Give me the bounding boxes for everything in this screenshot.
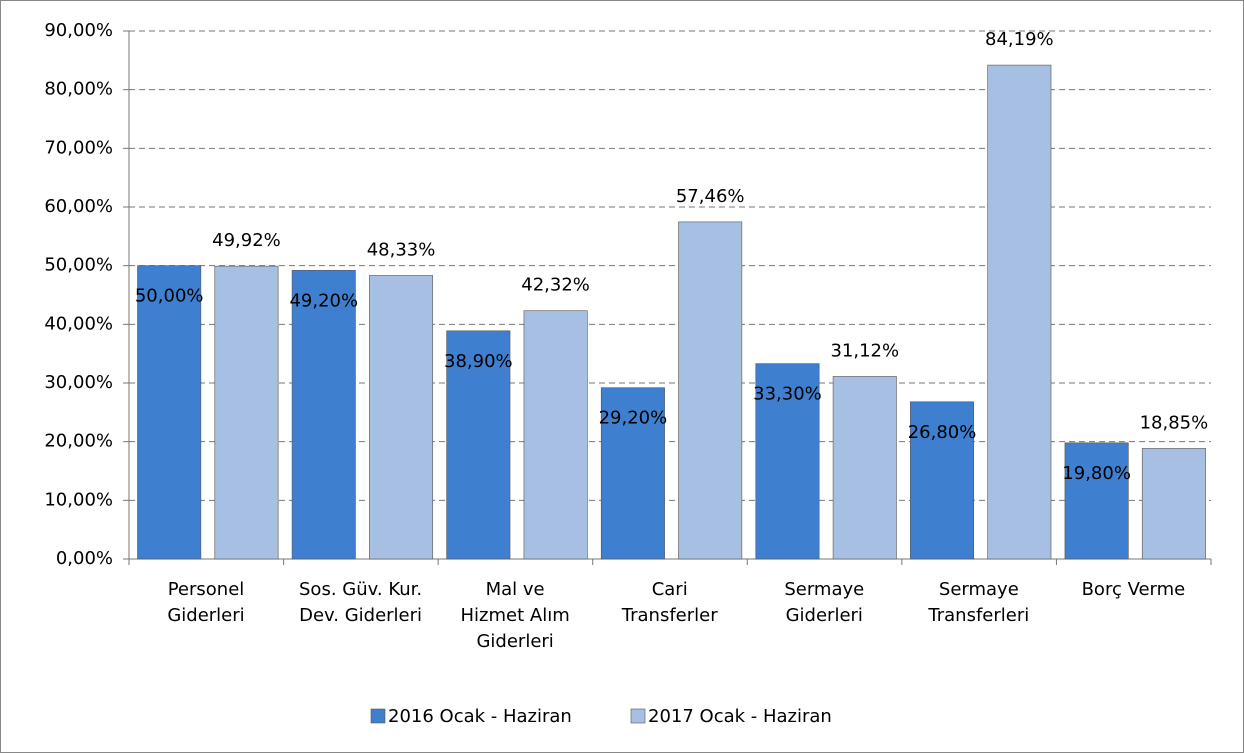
bar: [137, 265, 202, 560]
bar: [987, 64, 1052, 560]
bar: [1141, 448, 1206, 560]
legend-swatch: [630, 708, 646, 724]
y-tick-label: 80,00%: [44, 79, 113, 100]
x-tick-label: Sermaye Giderleri: [784, 579, 865, 626]
bar: [291, 270, 356, 560]
bar: [1064, 442, 1129, 560]
y-tick-label: 0,00%: [56, 548, 113, 569]
x-tick-label: Borç Verme: [1081, 579, 1186, 600]
bar: [369, 275, 434, 560]
data-label: 26,80%: [908, 422, 977, 443]
data-label: 50,00%: [135, 286, 204, 307]
data-label: 18,85%: [1140, 412, 1209, 433]
bar: [600, 387, 665, 560]
y-tick-label: 40,00%: [44, 313, 113, 334]
data-label: 31,12%: [830, 340, 899, 361]
x-tick-label: Personel Giderleri: [167, 579, 245, 626]
bar: [755, 363, 820, 560]
legend-swatch: [370, 708, 386, 724]
y-tick-label: 20,00%: [44, 431, 113, 452]
bar: [832, 376, 897, 560]
legend-label: 2017 Ocak - Haziran: [648, 706, 832, 727]
bar: [446, 330, 511, 560]
y-tick-label: 10,00%: [44, 489, 113, 510]
y-tick-label: 50,00%: [44, 255, 113, 276]
data-label: 29,20%: [599, 408, 668, 429]
data-label: 38,90%: [444, 351, 513, 372]
bar: [523, 310, 588, 560]
bar: [214, 265, 279, 560]
data-label: 84,19%: [985, 29, 1054, 50]
data-label: 42,32%: [521, 275, 590, 296]
x-tick-label: Mal ve Hizmet Alım Giderleri: [460, 579, 570, 652]
data-label: 33,30%: [753, 384, 822, 405]
data-label: 19,80%: [1062, 463, 1131, 484]
bar: [678, 221, 743, 560]
y-tick-label: 60,00%: [44, 196, 113, 217]
data-label: 49,92%: [212, 230, 281, 251]
y-tick-label: 30,00%: [44, 372, 113, 393]
y-tick-label: 70,00%: [44, 137, 113, 158]
x-tick-label: Cari Transferler: [621, 579, 718, 626]
legend-label: 2016 Ocak - Haziran: [388, 706, 572, 727]
x-tick-label: Sermaye Transferleri: [928, 579, 1030, 626]
data-label: 57,46%: [676, 186, 745, 207]
data-label: 48,33%: [367, 239, 436, 260]
y-tick-label: 90,00%: [44, 20, 113, 41]
x-tick-label: Sos. Güv. Kur. Dev. Giderleri: [299, 579, 423, 626]
data-label: 49,20%: [289, 290, 358, 311]
bar: [910, 401, 975, 560]
